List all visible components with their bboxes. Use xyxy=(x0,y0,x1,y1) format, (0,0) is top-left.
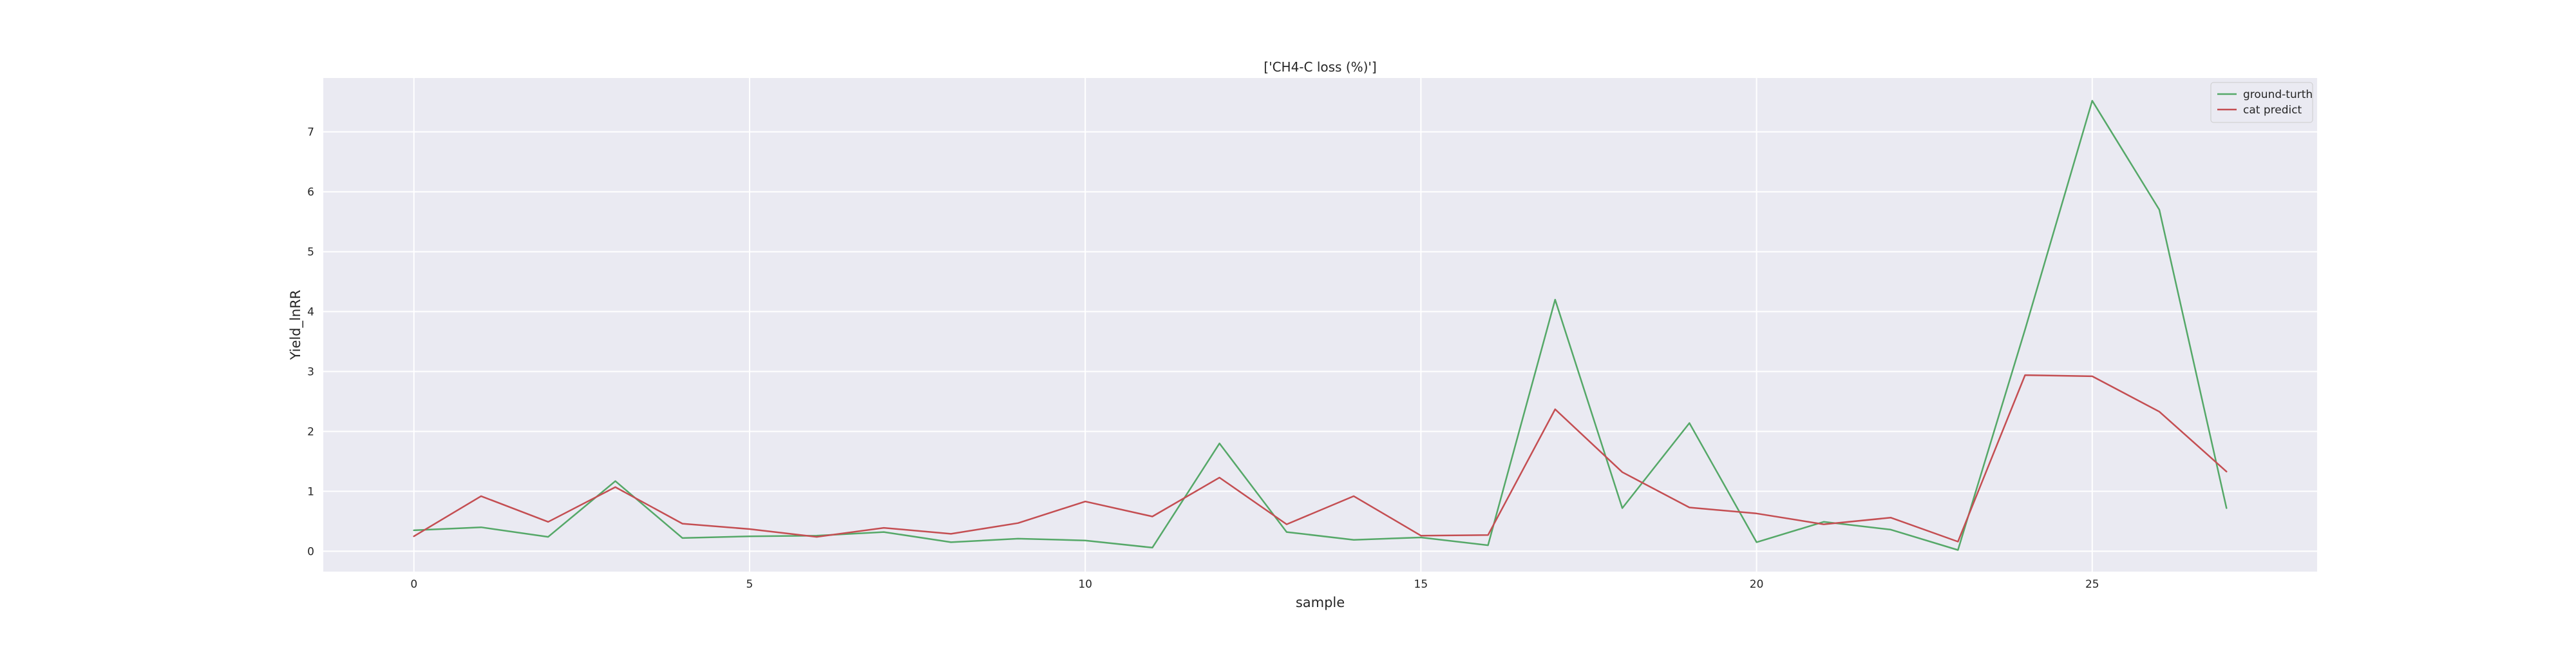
tick-labels: 0 5 10 15 20 25 0 1 2 3 4 5 6 7 xyxy=(307,126,2099,591)
x-tick-label: 15 xyxy=(1414,578,1428,591)
chart-title: ['CH4-C loss (%)'] xyxy=(1264,59,1376,75)
x-axis-label: sample xyxy=(1296,595,1345,610)
series-line-1 xyxy=(413,100,2228,551)
y-tick-label: 1 xyxy=(307,485,314,498)
y-tick-label: 4 xyxy=(307,306,314,319)
y-tick-label: 5 xyxy=(307,246,314,259)
x-tick-label: 20 xyxy=(1750,578,1764,591)
x-tick-label: 25 xyxy=(2085,578,2099,591)
y-tick-label: 3 xyxy=(307,366,314,379)
series-lines xyxy=(413,100,2228,551)
grid xyxy=(323,78,2317,572)
legend-box xyxy=(2210,82,2313,123)
x-tick-label: 10 xyxy=(1078,578,1092,591)
legend-label: ground-turth xyxy=(2243,88,2313,101)
y-tick-label: 7 xyxy=(307,126,314,139)
y-tick-label: 2 xyxy=(307,425,314,438)
plot-background xyxy=(323,78,2317,572)
y-axis-label: Yield_lnRR xyxy=(288,290,304,361)
series-line-2 xyxy=(413,374,2228,543)
legend-label: cat predict xyxy=(2243,104,2302,117)
legend: ground-turth cat predict xyxy=(2210,82,2313,123)
x-tick-label: 0 xyxy=(410,578,417,591)
y-tick-label: 0 xyxy=(307,545,314,558)
y-tick-label: 6 xyxy=(307,186,314,199)
x-tick-label: 5 xyxy=(746,578,753,591)
